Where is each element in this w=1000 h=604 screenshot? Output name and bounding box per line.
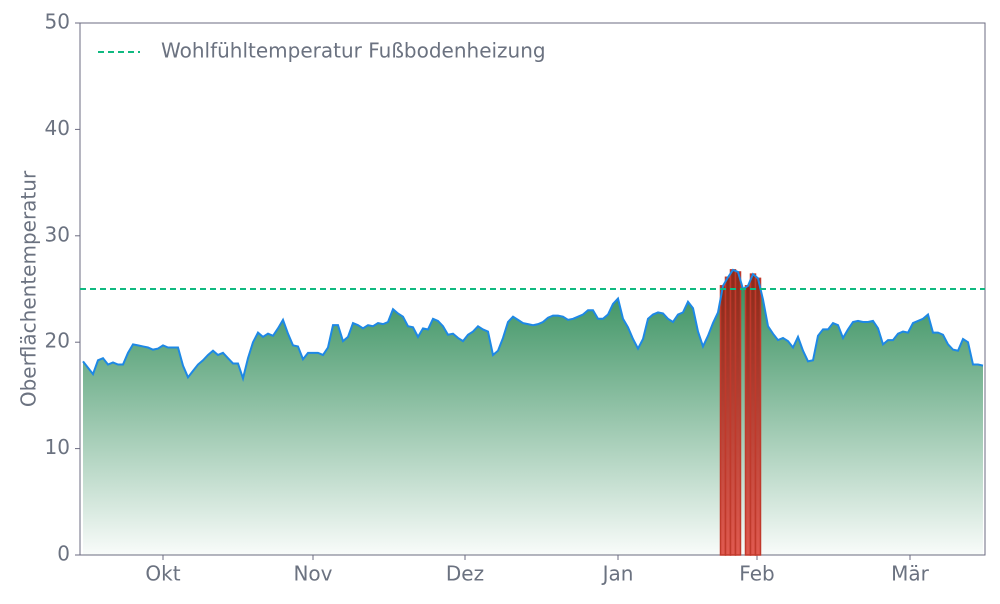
y-axis-label: Oberflächentemperatur (17, 170, 41, 407)
x-tick-label: Dez (446, 562, 484, 586)
x-tick-label: Feb (739, 562, 774, 586)
y-tick-label: 10 (45, 435, 70, 459)
line (82, 268, 984, 382)
y-tick-label: 0 (57, 542, 70, 566)
highlight-bar (754, 277, 762, 556)
y-tick-label: 50 (45, 10, 70, 34)
x-tick-label: Nov (293, 562, 332, 586)
y-tick-label: 20 (45, 329, 70, 353)
x-tick-label: Jan (601, 562, 634, 586)
x-tick-label: Okt (145, 562, 180, 586)
y-tick-label: 30 (45, 222, 70, 246)
y-tick-label: 40 (45, 116, 70, 140)
legend-label: Wohlfühltemperatur Fußbodenheizung (161, 39, 546, 63)
highlight-bar (734, 271, 742, 556)
x-tick-label: Mär (891, 562, 930, 586)
